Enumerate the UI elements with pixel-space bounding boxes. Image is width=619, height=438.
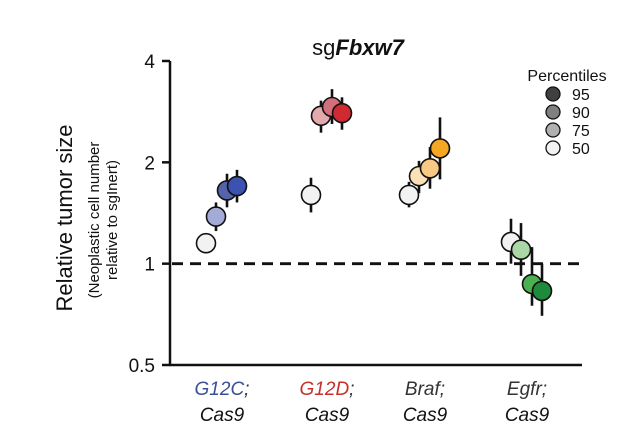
data-point [398, 184, 420, 206]
legend-label: 75 [572, 123, 590, 140]
x-category-suffix: ; [244, 379, 249, 400]
x-category-suffix: ; [349, 379, 354, 400]
x-category-label-line-1: Egfr; [507, 379, 547, 400]
data-point [531, 280, 553, 302]
data-point [226, 175, 248, 197]
category-group [195, 169, 248, 254]
y-axis-sublabel-group-2: relative to sgInert) [104, 160, 121, 280]
legend-label: 50 [572, 141, 590, 158]
y-tick-label: 4 [144, 52, 155, 73]
legend-marker [545, 86, 561, 102]
x-category-suffix: ; [542, 379, 547, 400]
legend-title: Percentiles [527, 68, 606, 85]
y-tick-label: 0.5 [129, 356, 155, 377]
data-point [419, 158, 441, 179]
data-point [300, 184, 322, 206]
legend-marker [545, 104, 561, 120]
category-group [398, 117, 451, 208]
data-point [510, 239, 532, 261]
data-point [205, 206, 227, 227]
x-category-label-line-2: Cas9 [505, 405, 550, 426]
chart-title-prefix: sg [312, 35, 335, 60]
x-category-name: Egfr [507, 379, 543, 400]
y-axis-sublabel-group: (Neoplastic cell number [86, 142, 103, 299]
x-category-suffix: ; [440, 379, 445, 400]
y-axis-sublabel-line-1: (Neoplastic cell number [86, 142, 103, 299]
x-category-name: G12D [300, 379, 350, 400]
data-point [331, 102, 353, 124]
y-axis-sublabel-line-2: relative to sgInert) [104, 160, 121, 280]
x-category-name: G12C [195, 379, 245, 400]
chart-title: sgFbxw7 [312, 35, 405, 60]
legend-label: 95 [572, 87, 590, 104]
x-category-label-line-2: Cas9 [305, 405, 350, 426]
data-points [195, 89, 553, 316]
y-ticks: 0.5 1 2 4 [129, 52, 170, 377]
y-axis-label-group: Relative tumor size [52, 124, 77, 311]
y-tick-label: 1 [144, 255, 155, 276]
x-category-label-line-2: Cas9 [403, 405, 448, 426]
y-axis-label: Relative tumor size [52, 124, 77, 311]
data-point [429, 138, 451, 159]
legend-marker [545, 140, 561, 156]
data-point [195, 232, 217, 254]
x-category-label-line-1: G12D; [300, 379, 355, 400]
x-category-labels: G12C; Cas9 G12D; Cas9 Braf; Cas9 Egfr; Cas9 [195, 379, 550, 426]
category-group [300, 89, 353, 213]
legend-marker [545, 122, 561, 138]
x-category-name: Braf [405, 379, 442, 400]
x-category-label-line-1: Braf; [405, 379, 445, 400]
chart-title-gene: Fbxw7 [335, 35, 405, 60]
x-category-label-line-2: Cas9 [200, 405, 245, 426]
y-tick-label: 2 [144, 153, 155, 174]
legend-label: 90 [572, 105, 590, 122]
category-group [500, 218, 553, 316]
x-category-label-line-1: G12C; [195, 379, 250, 400]
